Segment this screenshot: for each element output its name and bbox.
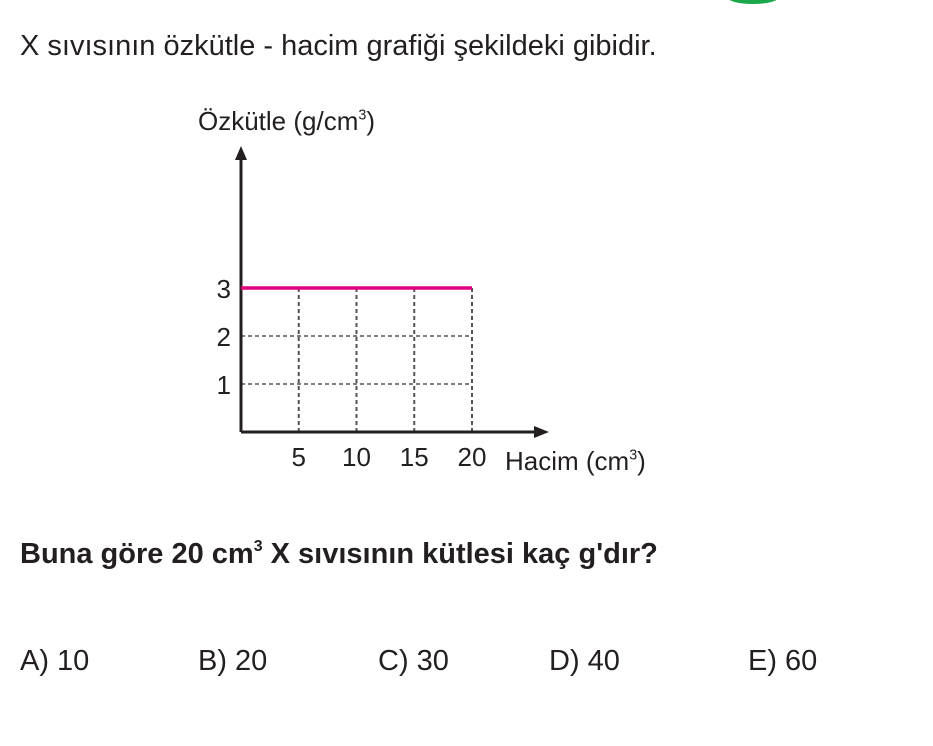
x-axis-label-text: Hacim (cm — [505, 446, 630, 476]
x-tick-label: 5 — [292, 442, 306, 472]
x-tick-label: 15 — [400, 442, 429, 472]
intro-text: X sıvısının özkütle - hacim grafiği şeki… — [20, 30, 657, 62]
question-sup: 3 — [253, 538, 263, 556]
y-axis-label-sup: 3 — [358, 107, 367, 124]
option-b[interactable]: B) 20 — [198, 645, 268, 677]
x-axis-label-sup: 3 — [629, 447, 638, 464]
option-a[interactable]: A) 10 — [20, 645, 90, 677]
option-e[interactable]: E) 60 — [748, 645, 818, 677]
y-axis-arrow-icon — [235, 146, 247, 160]
green-tab-decoration — [727, 0, 779, 4]
y-axis-label-text: Özkütle (g/cm — [198, 106, 359, 136]
y-tick-label: 3 — [217, 274, 231, 304]
y-tick-label: 2 — [217, 322, 231, 352]
x-tick-label: 20 — [458, 442, 487, 472]
x-tick-label: 10 — [342, 442, 371, 472]
y-tick-label: 1 — [217, 370, 231, 400]
x-axis-label-close: ) — [637, 446, 646, 476]
question-text: Buna göre 20 cm3 X sıvısının kütlesi kaç… — [20, 538, 658, 571]
question-part: Buna göre 20 cm — [20, 538, 254, 570]
y-axis-label-close: ) — [366, 106, 375, 136]
option-d[interactable]: D) 40 — [549, 645, 620, 677]
y-axis-label: Özkütle (g/cm3) — [198, 106, 375, 137]
question-part: X sıvısının kütlesi kaç g'dır? — [262, 538, 658, 570]
x-axis-label: Hacim (cm3) — [505, 446, 646, 477]
x-axis-arrow-icon — [534, 426, 549, 438]
option-c[interactable]: C) 30 — [378, 645, 449, 677]
